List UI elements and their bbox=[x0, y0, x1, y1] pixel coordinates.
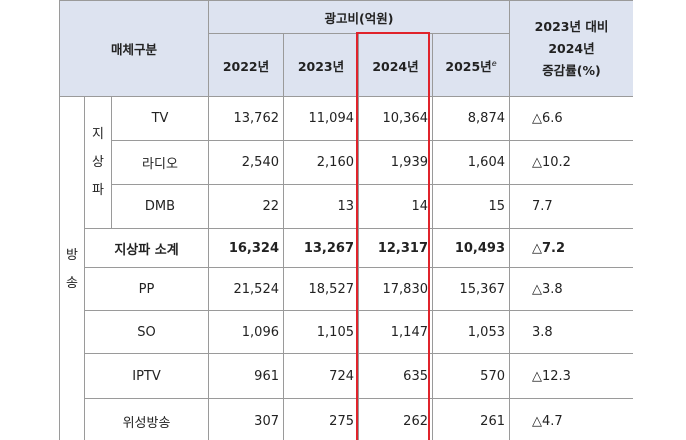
broadcast-group-label: 방 송 bbox=[59, 96, 85, 440]
value-2024: 262 bbox=[358, 398, 433, 440]
table-row: 라디오 2,540 2,160 1,939 1,604 △10.2 bbox=[60, 140, 633, 185]
value-2022: 21,524 bbox=[208, 267, 284, 311]
ad-spend-header: 광고비(억원) bbox=[208, 0, 510, 34]
value-2022: 13,762 bbox=[208, 96, 284, 141]
terrestrial-char-2: 상 bbox=[92, 154, 104, 170]
change-rate: 7.7 bbox=[509, 184, 633, 229]
terrestrial-char-1: 지 bbox=[92, 126, 104, 142]
value-2024: 17,830 bbox=[358, 267, 433, 311]
value-2025: 1,053 bbox=[432, 310, 510, 354]
ad-spend-table-container: 매체구분 광고비(억원) 2023년 대비 2024년 증감률(%) 2022년… bbox=[59, 0, 633, 440]
table-row: 방 송 지 상 파 TV 13,762 11,094 10,364 8,874 … bbox=[59, 96, 633, 440]
estimate-mark: e bbox=[491, 58, 497, 68]
ad-spend-table: 매체구분 광고비(억원) 2023년 대비 2024년 증감률(%) 2022년… bbox=[59, 0, 633, 440]
rate-header-line-1: 2023년 대비 bbox=[534, 18, 609, 34]
value-2023: 11,094 bbox=[283, 96, 359, 141]
change-rate: △10.2 bbox=[509, 140, 633, 185]
broadcast-char-2: 송 bbox=[66, 276, 78, 291]
change-rate: △6.6 bbox=[509, 96, 633, 141]
change-rate: △3.8 bbox=[509, 267, 633, 311]
value-2022: 961 bbox=[208, 353, 284, 399]
table-row: 위성방송 307 275 262 261 △4.7 bbox=[60, 398, 633, 440]
value-2025: 15,367 bbox=[432, 267, 510, 311]
year-2025-label: 2025년 bbox=[445, 58, 492, 74]
broadcast-char-1: 방 bbox=[66, 248, 78, 263]
year-header-2023: 2023년 bbox=[283, 33, 359, 97]
rate-header-line-3: 증감률(%) bbox=[542, 62, 601, 78]
media-category-header: 매체구분 bbox=[59, 0, 209, 97]
value-2023: 724 bbox=[283, 353, 359, 399]
row-label: IPTV bbox=[84, 353, 209, 399]
value-2024: 1,939 bbox=[358, 140, 433, 185]
row-label: DMB bbox=[111, 184, 209, 229]
value-2024: 14 bbox=[358, 184, 433, 229]
value-2023: 13,267 bbox=[283, 228, 359, 268]
value-2023: 2,160 bbox=[283, 140, 359, 185]
change-rate-header: 2023년 대비 2024년 증감률(%) bbox=[509, 0, 633, 97]
change-rate: △7.2 bbox=[509, 228, 633, 268]
value-2024: 1,147 bbox=[358, 310, 433, 354]
value-2022: 22 bbox=[208, 184, 284, 229]
value-2022: 16,324 bbox=[208, 228, 284, 268]
subtotal-label: 지상파 소계 bbox=[84, 228, 209, 268]
value-2024: 10,364 bbox=[358, 96, 433, 141]
value-2025: 15 bbox=[432, 184, 510, 229]
rate-header-line-2: 2024년 bbox=[548, 40, 595, 56]
row-label: 라디오 bbox=[111, 140, 209, 185]
year-header-2025: 2025년e bbox=[432, 33, 510, 97]
terrestrial-group-label: 지 상 파 bbox=[84, 96, 112, 229]
terrestrial-char-3: 파 bbox=[92, 182, 104, 198]
year-header-2022: 2022년 bbox=[208, 33, 284, 97]
value-2024: 635 bbox=[358, 353, 433, 399]
change-rate: △4.7 bbox=[509, 398, 633, 440]
value-2025: 261 bbox=[432, 398, 510, 440]
change-rate: 3.8 bbox=[509, 310, 633, 354]
year-header-2024: 2024년 bbox=[358, 33, 433, 97]
value-2022: 1,096 bbox=[208, 310, 284, 354]
table-row: IPTV 961 724 635 570 △12.3 bbox=[60, 353, 633, 399]
value-2023: 18,527 bbox=[283, 267, 359, 311]
value-2023: 1,105 bbox=[283, 310, 359, 354]
table-row: DMB 22 13 14 15 7.7 bbox=[60, 184, 633, 229]
value-2025: 10,493 bbox=[432, 228, 510, 268]
row-label: TV bbox=[111, 96, 209, 141]
table-row: PP 21,524 18,527 17,830 15,367 △3.8 bbox=[60, 267, 633, 311]
subtotal-row: 지상파 소계 16,324 13,267 12,317 10,493 △7.2 bbox=[60, 228, 633, 268]
row-label: SO bbox=[84, 310, 209, 354]
table-row: SO 1,096 1,105 1,147 1,053 3.8 bbox=[60, 310, 633, 354]
value-2023: 275 bbox=[283, 398, 359, 440]
value-2022: 307 bbox=[208, 398, 284, 440]
value-2023: 13 bbox=[283, 184, 359, 229]
row-label: PP bbox=[84, 267, 209, 311]
value-2022: 2,540 bbox=[208, 140, 284, 185]
value-2025: 570 bbox=[432, 353, 510, 399]
change-rate: △12.3 bbox=[509, 353, 633, 399]
value-2024: 12,317 bbox=[358, 228, 433, 268]
row-label: 위성방송 bbox=[84, 398, 209, 440]
value-2025: 8,874 bbox=[432, 96, 510, 141]
value-2025: 1,604 bbox=[432, 140, 510, 185]
